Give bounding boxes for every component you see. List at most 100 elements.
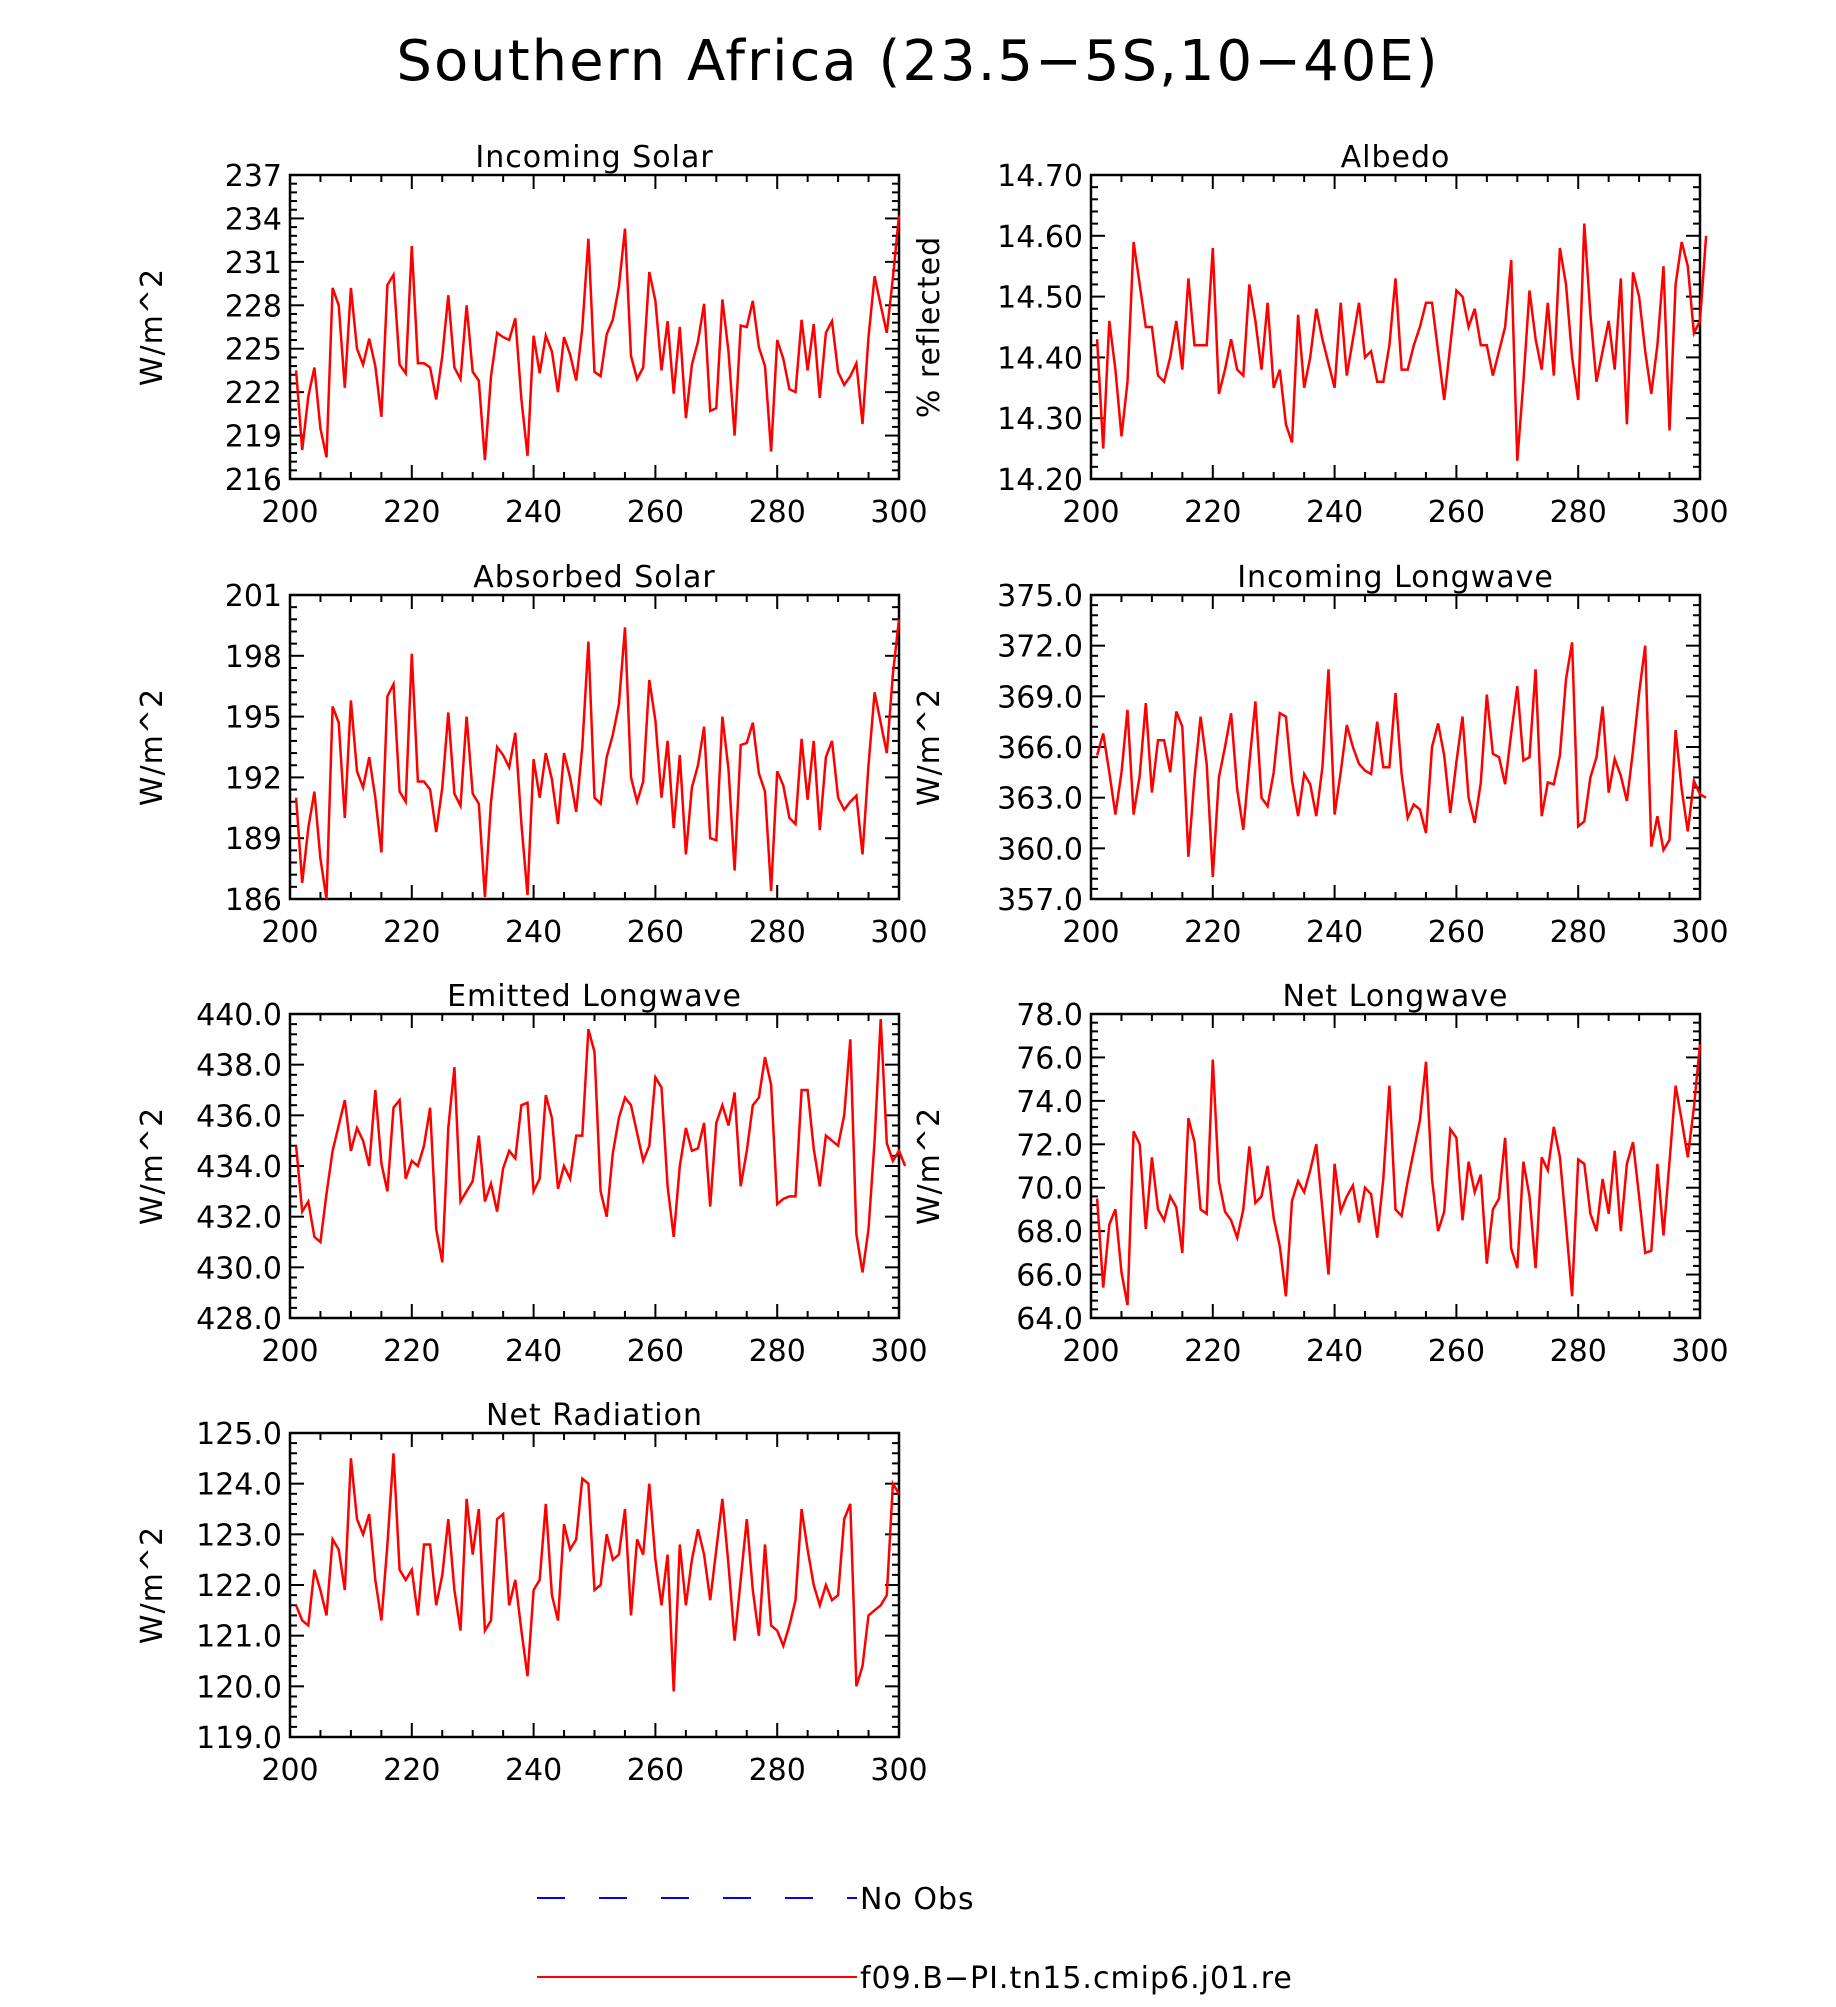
- x-tick-label: 240: [1306, 495, 1363, 530]
- y-axis-label: W/m^2: [135, 1107, 170, 1225]
- y-tick-label: 436.0: [196, 1099, 282, 1134]
- y-tick-label: 201: [225, 579, 282, 614]
- y-tick-label: 432.0: [196, 1201, 282, 1236]
- x-tick-label: 240: [505, 1334, 562, 1369]
- plot-frame: [288, 173, 901, 481]
- x-tick-label: 220: [1184, 495, 1241, 530]
- x-tick-label: 300: [1671, 915, 1728, 950]
- x-tick-label: 260: [1428, 1334, 1485, 1369]
- y-tick-label: 216: [225, 463, 282, 498]
- panel-title: Incoming Solar: [475, 140, 713, 175]
- series-line: [294, 619, 901, 900]
- x-tick-label: 280: [749, 1334, 806, 1369]
- x-tick-label: 220: [1184, 915, 1241, 950]
- y-tick-label: 195: [225, 701, 282, 736]
- y-tick-label: 119.0: [196, 1721, 282, 1756]
- panel-2: 200 220 240 260 280 300 14.20 14.30 14.40 14.50 14…: [912, 140, 1729, 530]
- x-tick-label: 240: [505, 915, 562, 950]
- x-tick-label: 220: [1184, 1334, 1241, 1369]
- x-tick-label: 220: [383, 915, 440, 950]
- y-axis-label: W/m^2: [135, 268, 170, 386]
- x-tick-label: 300: [1671, 495, 1728, 530]
- x-tick-label: 200: [261, 495, 318, 530]
- x-tick-label: 220: [383, 1334, 440, 1369]
- y-tick-label: 192: [225, 761, 282, 796]
- x-tick-label: 300: [870, 495, 927, 530]
- y-tick-label: 14.60: [997, 220, 1083, 255]
- y-tick-label: 14.70: [997, 159, 1083, 194]
- x-tick-label: 260: [627, 915, 684, 950]
- panel-title: Incoming Longwave: [1237, 560, 1554, 595]
- x-tick-label: 240: [505, 1753, 562, 1788]
- y-axis-label: % reflected: [912, 236, 947, 418]
- x-tick-label: 200: [1062, 915, 1119, 950]
- x-tick-label: 300: [870, 1753, 927, 1788]
- legend-model-label: f09.B−PI.tn15.cmip6.j01.re: [860, 1961, 1293, 1996]
- y-tick-label: 234: [225, 202, 282, 237]
- y-tick-label: 219: [225, 420, 282, 455]
- y-axis-label: W/m^2: [135, 688, 170, 806]
- y-tick-label: 189: [225, 822, 282, 857]
- series-line: [294, 1453, 901, 1692]
- y-tick-label: 72.0: [1016, 1128, 1083, 1163]
- series-line: [1095, 642, 1707, 878]
- y-tick-label: 228: [225, 289, 282, 324]
- y-tick-label: 430.0: [196, 1251, 282, 1286]
- series-line: [1095, 1044, 1702, 1306]
- y-tick-label: 66.0: [1016, 1259, 1083, 1294]
- y-tick-label: 123.0: [196, 1518, 282, 1553]
- panel-title: Emitted Longwave: [447, 979, 742, 1014]
- y-axis-label: W/m^2: [912, 688, 947, 806]
- y-tick-label: 74.0: [1016, 1085, 1083, 1120]
- y-tick-label: 360.0: [997, 832, 1083, 867]
- x-tick-label: 200: [261, 1334, 318, 1369]
- y-tick-label: 122.0: [196, 1569, 282, 1604]
- panel-title: Net Longwave: [1283, 979, 1509, 1014]
- plot-frame: [1089, 1012, 1702, 1320]
- x-tick-label: 200: [261, 915, 318, 950]
- series-line: [294, 215, 901, 461]
- panel-4: 200 220 240 260 280 300 357.0 360.0 363.0 366.0 36…: [912, 560, 1729, 950]
- x-tick-label: 200: [1062, 1334, 1119, 1369]
- main-title: Southern Africa (23.5−5S,10−40E): [396, 29, 1439, 94]
- panel-7: 200 220 240 260 280 300 119.0 120.0 121.0 122.0 12…: [135, 1398, 928, 1788]
- x-tick-label: 240: [505, 495, 562, 530]
- x-tick-label: 280: [749, 1753, 806, 1788]
- panel-title: Net Radiation: [486, 1398, 703, 1433]
- plot-frame: [288, 593, 901, 901]
- legend-obs-label: No Obs: [860, 1882, 975, 1917]
- x-tick-label: 240: [1306, 915, 1363, 950]
- x-tick-label: 220: [383, 495, 440, 530]
- panel-title: Absorbed Solar: [473, 560, 715, 595]
- y-tick-label: 428.0: [196, 1302, 282, 1337]
- y-tick-label: 357.0: [997, 883, 1083, 918]
- y-tick-label: 76.0: [1016, 1041, 1083, 1076]
- y-tick-label: 14.20: [997, 463, 1083, 498]
- x-tick-label: 280: [749, 915, 806, 950]
- y-tick-label: 14.50: [997, 281, 1083, 316]
- x-tick-label: 280: [1550, 1334, 1607, 1369]
- panel-5: 200 220 240 260 280 300 428.0 430.0 432.0 434.0 43…: [135, 979, 928, 1369]
- x-tick-label: 280: [1550, 915, 1607, 950]
- y-tick-label: 14.40: [997, 341, 1083, 376]
- y-tick-label: 120.0: [196, 1670, 282, 1705]
- x-tick-label: 300: [870, 1334, 927, 1369]
- y-tick-label: 363.0: [997, 782, 1083, 817]
- x-tick-label: 260: [627, 495, 684, 530]
- y-tick-label: 68.0: [1016, 1215, 1083, 1250]
- y-tick-label: 375.0: [997, 579, 1083, 614]
- series-line: [294, 1019, 907, 1273]
- x-tick-label: 260: [627, 1334, 684, 1369]
- x-tick-label: 280: [749, 495, 806, 530]
- y-tick-label: 121.0: [196, 1620, 282, 1655]
- x-tick-label: 260: [627, 1753, 684, 1788]
- panel-3: 200 220 240 260 280 300 186 189 192 195 198 201 Abso…: [135, 560, 928, 950]
- y-tick-label: 225: [225, 333, 282, 368]
- x-tick-label: 200: [261, 1753, 318, 1788]
- legend: No Obs f09.B−PI.tn15.cmip6.j01.re: [537, 1882, 1293, 1996]
- y-tick-label: 70.0: [1016, 1172, 1083, 1207]
- x-tick-label: 300: [1671, 1334, 1728, 1369]
- x-tick-label: 240: [1306, 1334, 1363, 1369]
- y-tick-label: 231: [225, 246, 282, 281]
